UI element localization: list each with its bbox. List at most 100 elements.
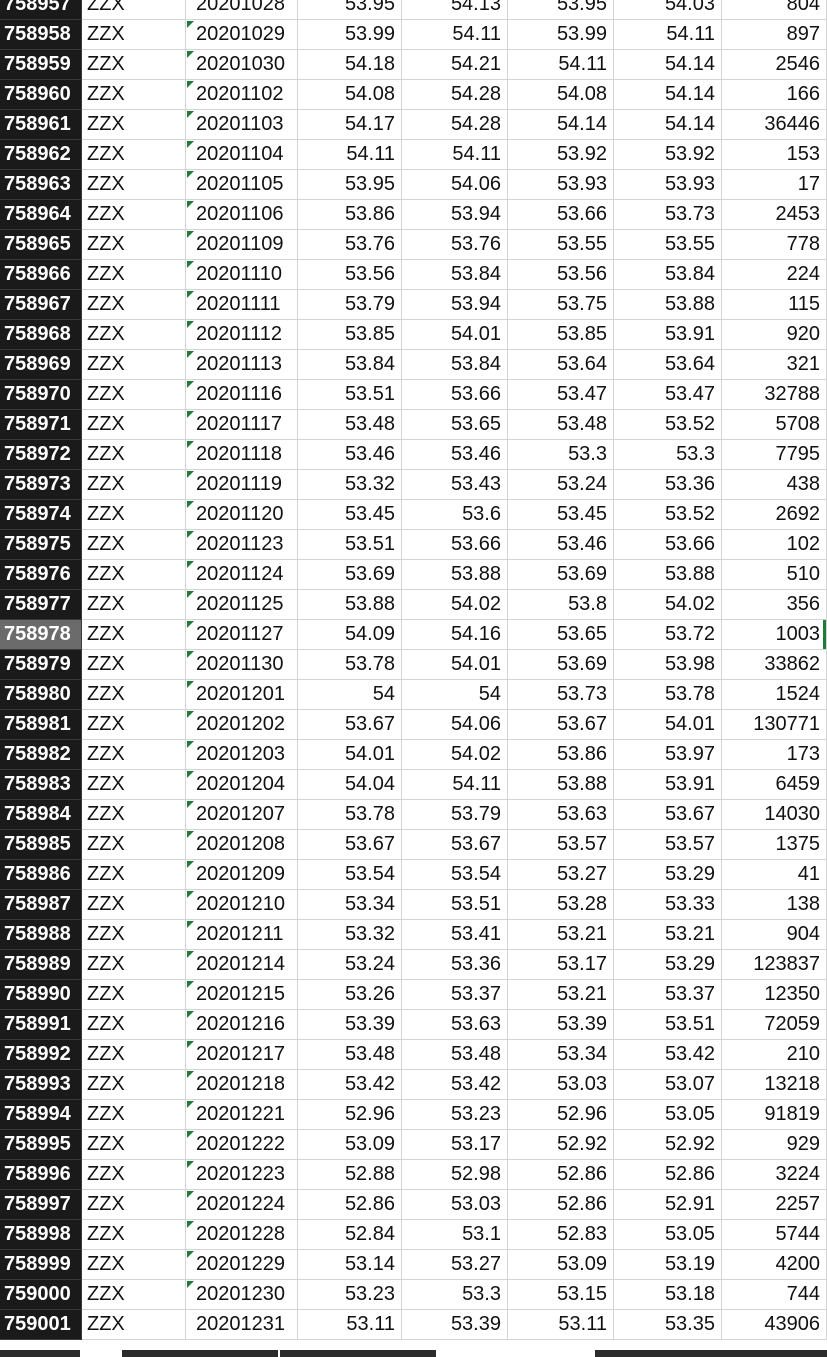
volume-cell[interactable]: 130771 [722, 710, 827, 740]
row-header[interactable]: 758986 [0, 860, 82, 890]
volume-cell[interactable]: 166 [722, 80, 827, 110]
open-price-cell[interactable]: 53.34 [298, 890, 402, 920]
open-price-cell[interactable]: 53.79 [298, 290, 402, 320]
volume-cell[interactable]: 897 [722, 20, 827, 50]
volume-cell[interactable]: 14030 [722, 800, 827, 830]
number-as-text-flag-icon[interactable] [187, 771, 194, 778]
row-header[interactable]: 758983 [0, 770, 82, 800]
volume-cell[interactable]: 123837 [722, 950, 827, 980]
high-price-cell[interactable]: 54.28 [402, 80, 508, 110]
close-price-cell[interactable]: 54.14 [614, 50, 722, 80]
low-price-cell[interactable]: 53.3 [508, 440, 614, 470]
number-as-text-flag-icon[interactable] [187, 951, 194, 958]
date-cell[interactable]: 20201125 [186, 590, 298, 620]
date-cell[interactable]: 20201216 [186, 1010, 298, 1040]
low-price-cell[interactable]: 53.64 [508, 350, 614, 380]
ticker-cell[interactable]: ZZX [82, 860, 186, 890]
high-price-cell[interactable]: 53.1 [402, 1220, 508, 1250]
volume-cell[interactable]: 2453 [722, 200, 827, 230]
volume-cell[interactable]: 744 [722, 1280, 827, 1310]
close-price-cell[interactable]: 53.98 [614, 650, 722, 680]
low-price-cell[interactable]: 53.39 [508, 1010, 614, 1040]
volume-cell[interactable]: 41 [722, 860, 827, 890]
high-price-cell[interactable]: 53.36 [402, 950, 508, 980]
row-header[interactable]: 758959 [0, 50, 82, 80]
number-as-text-flag-icon[interactable] [187, 1011, 194, 1018]
ticker-cell[interactable]: ZZX [82, 410, 186, 440]
volume-cell[interactable]: 3224 [722, 1160, 827, 1190]
row-header[interactable]: 758991 [0, 1010, 82, 1040]
ticker-cell[interactable]: ZZX [82, 530, 186, 560]
date-cell[interactable]: 20201118 [186, 440, 298, 470]
open-price-cell[interactable]: 53.48 [298, 1040, 402, 1070]
low-price-cell[interactable]: 53.69 [508, 650, 614, 680]
high-price-cell[interactable]: 53.39 [402, 1310, 508, 1340]
close-price-cell[interactable]: 53.91 [614, 770, 722, 800]
high-price-cell[interactable]: 52.98 [402, 1160, 508, 1190]
close-price-cell[interactable]: 53.84 [614, 260, 722, 290]
open-price-cell[interactable]: 53.69 [298, 560, 402, 590]
ticker-cell[interactable]: ZZX [82, 440, 186, 470]
close-price-cell[interactable]: 53.05 [614, 1220, 722, 1250]
row-header[interactable]: 758977 [0, 590, 82, 620]
low-price-cell[interactable]: 53.65 [508, 620, 614, 650]
number-as-text-flag-icon[interactable] [187, 1071, 194, 1078]
number-as-text-flag-icon[interactable] [187, 201, 194, 208]
high-price-cell[interactable]: 53.51 [402, 890, 508, 920]
ticker-cell[interactable]: ZZX [82, 230, 186, 260]
row-header[interactable]: 758997 [0, 1190, 82, 1220]
close-price-cell[interactable]: 53.64 [614, 350, 722, 380]
low-price-cell[interactable]: 53.75 [508, 290, 614, 320]
low-price-cell[interactable]: 53.21 [508, 980, 614, 1010]
row-header[interactable]: 758965 [0, 230, 82, 260]
ticker-cell[interactable]: ZZX [82, 1280, 186, 1310]
date-cell[interactable]: 20201204 [186, 770, 298, 800]
open-price-cell[interactable]: 53.11 [298, 1310, 402, 1340]
volume-cell[interactable]: 210 [722, 1040, 827, 1070]
ticker-cell[interactable]: ZZX [82, 1130, 186, 1160]
ticker-cell[interactable]: ZZX [82, 650, 186, 680]
close-price-cell[interactable]: 53.55 [614, 230, 722, 260]
volume-cell[interactable]: 1003 [722, 620, 827, 650]
volume-cell[interactable]: 2257 [722, 1190, 827, 1220]
close-price-cell[interactable]: 54.14 [614, 110, 722, 140]
low-price-cell[interactable]: 53.67 [508, 710, 614, 740]
row-header[interactable]: 758980 [0, 680, 82, 710]
date-cell[interactable]: 20201105 [186, 170, 298, 200]
close-price-cell[interactable]: 53.18 [614, 1280, 722, 1310]
close-price-cell[interactable]: 53.66 [614, 530, 722, 560]
date-cell[interactable]: 20201221 [186, 1100, 298, 1130]
high-price-cell[interactable]: 53.42 [402, 1070, 508, 1100]
ticker-cell[interactable]: ZZX [82, 1070, 186, 1100]
high-price-cell[interactable]: 53.54 [402, 860, 508, 890]
low-price-cell[interactable]: 53.11 [508, 1310, 614, 1340]
high-price-cell[interactable]: 53.84 [402, 260, 508, 290]
close-price-cell[interactable]: 54.14 [614, 80, 722, 110]
ticker-cell[interactable]: ZZX [82, 170, 186, 200]
close-price-cell[interactable]: 53.78 [614, 680, 722, 710]
volume-cell[interactable]: 804 [722, 0, 827, 20]
number-as-text-flag-icon[interactable] [187, 831, 194, 838]
open-price-cell[interactable]: 53.48 [298, 410, 402, 440]
high-price-cell[interactable]: 54.28 [402, 110, 508, 140]
date-cell[interactable]: 20201218 [186, 1070, 298, 1100]
close-price-cell[interactable]: 54.11 [614, 20, 722, 50]
low-price-cell[interactable]: 53.99 [508, 20, 614, 50]
high-price-cell[interactable]: 53.37 [402, 980, 508, 1010]
ticker-cell[interactable]: ZZX [82, 1310, 186, 1340]
low-price-cell[interactable]: 53.88 [508, 770, 614, 800]
high-price-cell[interactable]: 53.66 [402, 530, 508, 560]
row-header[interactable]: 758973 [0, 470, 82, 500]
number-as-text-flag-icon[interactable] [187, 261, 194, 268]
date-cell[interactable]: 20201209 [186, 860, 298, 890]
ticker-cell[interactable]: ZZX [82, 560, 186, 590]
row-header[interactable]: 758987 [0, 890, 82, 920]
date-cell[interactable]: 20201202 [186, 710, 298, 740]
close-price-cell[interactable]: 53.42 [614, 1040, 722, 1070]
open-price-cell[interactable]: 53.86 [298, 200, 402, 230]
low-price-cell[interactable]: 53.57 [508, 830, 614, 860]
volume-cell[interactable]: 43906 [722, 1310, 827, 1340]
high-price-cell[interactable]: 54.11 [402, 140, 508, 170]
low-price-cell[interactable]: 53.46 [508, 530, 614, 560]
ticker-cell[interactable]: ZZX [82, 770, 186, 800]
